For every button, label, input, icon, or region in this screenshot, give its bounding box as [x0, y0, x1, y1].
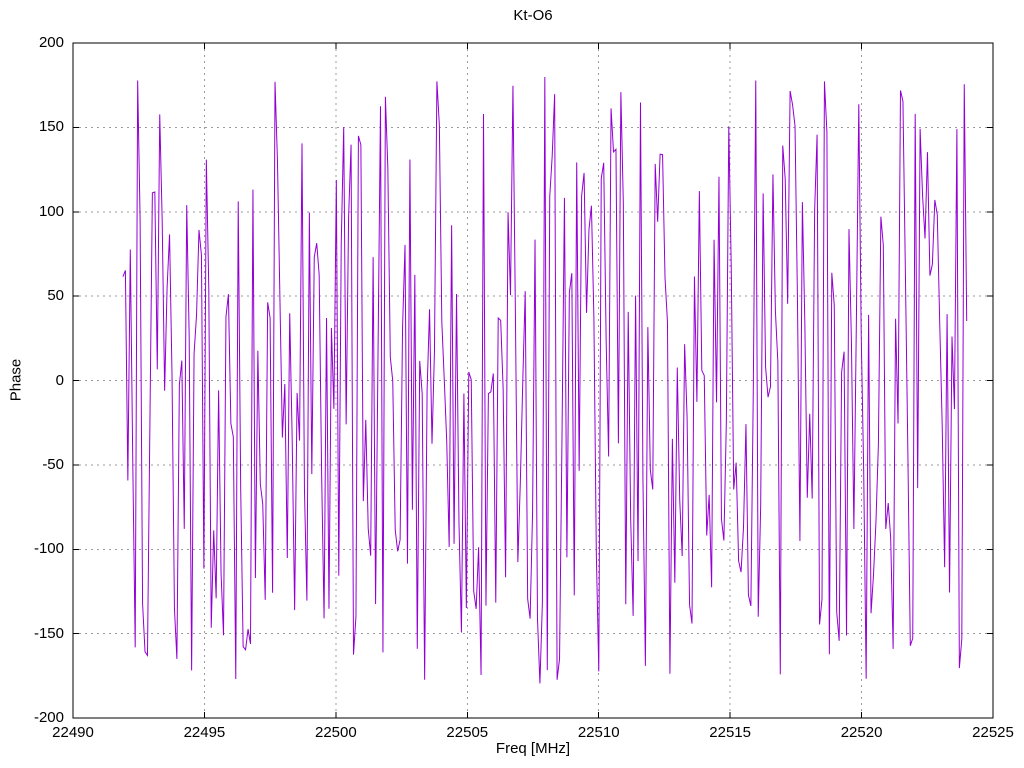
- plot-border: [72, 42, 994, 719]
- y-tick-label: -200: [33, 709, 64, 726]
- x-tick-label: 22495: [183, 724, 226, 741]
- x-tick-label: 22525: [972, 724, 1014, 741]
- x-tick-label: 22505: [446, 724, 489, 741]
- phase-series-line: [122, 76, 968, 684]
- y-tick-label: 200: [38, 34, 64, 51]
- y-tick-label: -150: [33, 624, 64, 642]
- x-tick-label: 22490: [52, 724, 94, 741]
- x-axis-label: Freq [MHz]: [495, 740, 571, 757]
- y-tick-label: -50: [42, 455, 64, 473]
- x-tick-label: 22515: [709, 724, 751, 741]
- x-tick-label: 22500: [314, 724, 357, 741]
- y-axis-label: Phase: [7, 358, 25, 402]
- y-tick-label: 100: [38, 202, 64, 220]
- y-tick-label: -100: [33, 540, 64, 558]
- x-tick-label: 22520: [840, 724, 883, 741]
- chart-title: Kt-O6: [513, 7, 553, 24]
- y-tick-label: 50: [47, 287, 64, 305]
- y-tick-label: 150: [38, 118, 64, 136]
- y-tick-label: 0: [55, 371, 64, 389]
- x-tick-label: 22510: [577, 724, 620, 741]
